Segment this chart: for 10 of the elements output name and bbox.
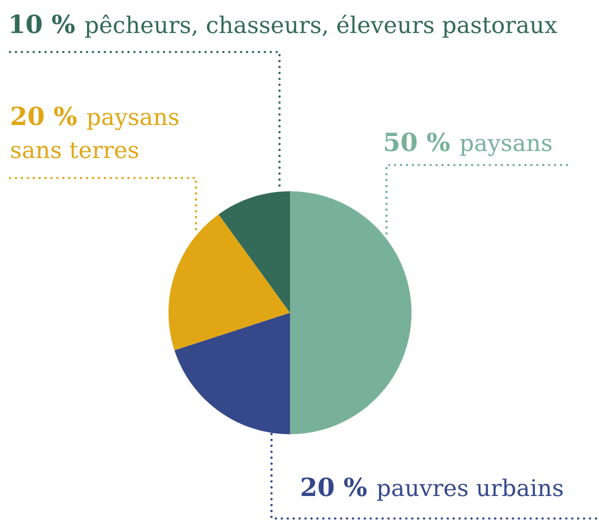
slice-label: pauvres urbains: [377, 478, 563, 501]
pie-slice: [290, 191, 412, 434]
pie-slice: [168, 214, 290, 350]
data-label: 20 %: [302, 477, 367, 496]
pie-slice: [218, 191, 290, 313]
data-label: 10 %: [11, 14, 75, 34]
data-label: 50 %: [385, 132, 450, 152]
slice-label: pêcheurs, chasseurs, éleveurs pastoraux: [85, 14, 558, 38]
slice-label: paysans: [460, 138, 552, 156]
data-label: 20 %: [12, 106, 77, 126]
